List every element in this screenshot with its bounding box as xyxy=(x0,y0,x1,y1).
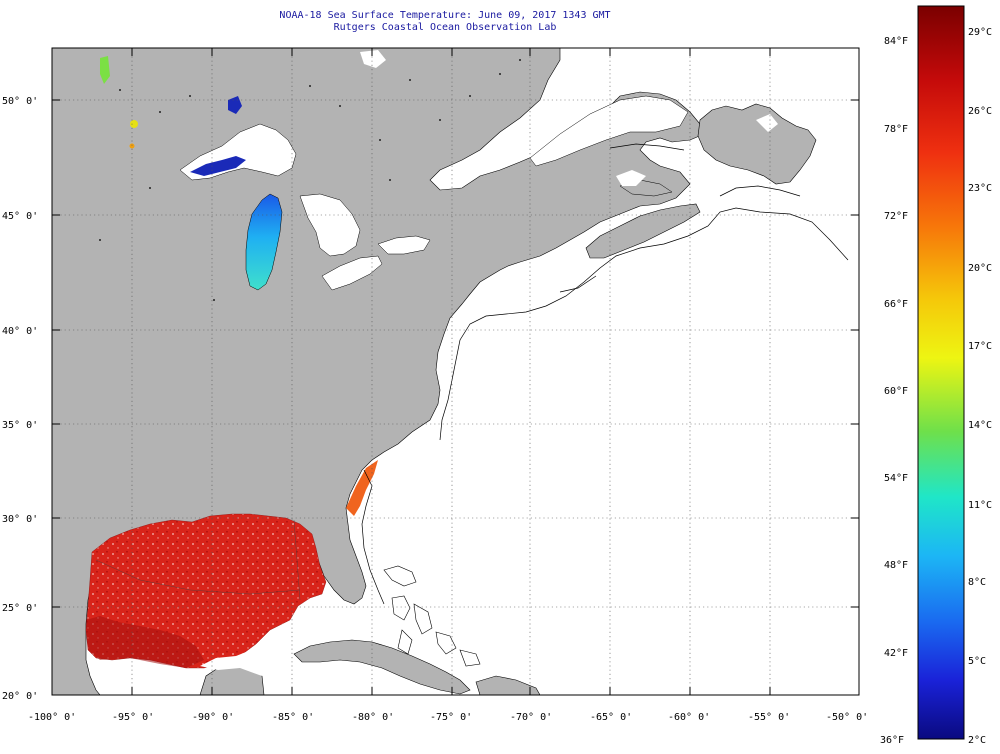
colorbar-c-label: 23°C xyxy=(968,183,992,194)
yucatan-cloud-gap xyxy=(200,648,270,676)
lake-ontario xyxy=(377,235,431,255)
lon-label: -100° 0' xyxy=(28,712,76,723)
lon-label: -55° 0' xyxy=(748,712,790,723)
colorbar-c-label: 29°C xyxy=(968,27,992,38)
colorbar xyxy=(917,5,965,740)
lon-label: -90° 0' xyxy=(192,712,234,723)
colorbar-c-label: 5°C xyxy=(968,656,986,667)
map-frame xyxy=(51,47,860,696)
lake-superior-sst xyxy=(190,156,246,176)
cloud-patches xyxy=(260,50,778,660)
map-subtitle: Rutgers Coastal Ocean Observation Lab xyxy=(333,22,557,33)
colorbar-celsius-labels: 29°C 26°C 23°C 20°C 17°C 14°C 11°C 8°C 5… xyxy=(968,27,992,746)
colorbar-f-label: 42°F xyxy=(884,648,908,659)
lake-erie xyxy=(321,255,383,291)
lon-label: -70° 0' xyxy=(510,712,552,723)
sst-gulf-stream-florida xyxy=(346,460,378,516)
colorbar-f-label: 60°F xyxy=(884,386,908,397)
small-lake-yellow xyxy=(130,120,138,128)
lon-label: -65° 0' xyxy=(590,712,632,723)
lake-huron xyxy=(299,193,361,257)
colorbar-c-label: 20°C xyxy=(968,263,992,274)
lat-label: 25° 0' xyxy=(2,603,38,614)
colorbar-c-label: 8°C xyxy=(968,577,986,588)
small-lake-orange xyxy=(129,143,135,149)
land-nova-scotia xyxy=(585,203,701,259)
lon-label: -50° 0' xyxy=(826,712,868,723)
st-lawrence-estuary xyxy=(529,95,689,167)
colorbar-f-label: 36°F xyxy=(880,735,904,746)
border-lines xyxy=(95,519,301,601)
colorbar-f-label: 66°F xyxy=(884,299,908,310)
lon-label: -95° 0' xyxy=(112,712,154,723)
colorbar-c-label: 11°C xyxy=(968,500,992,511)
colorbar-f-label: 72°F xyxy=(884,211,908,222)
lon-label: -75° 0' xyxy=(430,712,472,723)
axis-ticks xyxy=(52,48,859,695)
land-cuba xyxy=(293,639,471,695)
lon-label: -60° 0' xyxy=(668,712,710,723)
hudson-area-lake xyxy=(228,96,242,114)
bahamas-islands xyxy=(383,565,481,667)
lon-label: -85° 0' xyxy=(272,712,314,723)
map-title: NOAA-18 Sea Surface Temperature: June 09… xyxy=(279,10,611,21)
lat-label: 30° 0' xyxy=(2,514,38,525)
colorbar-fahrenheit-labels: 84°F 78°F 72°F 66°F 60°F 54°F 48°F 42°F … xyxy=(880,36,908,746)
colorbar-f-label: 78°F xyxy=(884,124,908,135)
lat-label: 40° 0' xyxy=(2,326,38,337)
lat-lon-grid xyxy=(52,48,859,695)
small-lake-green xyxy=(100,56,110,84)
colorbar-c-label: 26°C xyxy=(968,106,992,117)
small-lakes-scatter xyxy=(99,59,521,301)
colorbar-c-label: 2°C xyxy=(968,735,986,746)
lat-label: 20° 0' xyxy=(2,691,38,702)
colorbar-c-label: 17°C xyxy=(968,341,992,352)
colorbar-f-label: 84°F xyxy=(884,36,908,47)
lake-michigan xyxy=(245,193,283,291)
land-hispaniola xyxy=(475,675,541,695)
colorbar-c-label: 14°C xyxy=(968,420,992,431)
isobath-contours xyxy=(361,143,849,605)
longitude-labels: -100° 0' -95° 0' -90° 0' -85° 0' -80° 0'… xyxy=(28,712,868,723)
lat-label: 35° 0' xyxy=(2,420,38,431)
land-newfoundland xyxy=(697,103,817,185)
latitude-labels: 50° 0' 45° 0' 40° 0' 35° 0' 30° 0' 25° 0… xyxy=(2,96,38,702)
lat-label: 45° 0' xyxy=(2,211,38,222)
lat-label: 50° 0' xyxy=(2,96,38,107)
colorbar-f-label: 48°F xyxy=(884,560,908,571)
sst-gulf-coastal-band xyxy=(86,616,204,668)
lon-label: -80° 0' xyxy=(352,712,394,723)
colorbar-f-label: 54°F xyxy=(884,473,908,484)
